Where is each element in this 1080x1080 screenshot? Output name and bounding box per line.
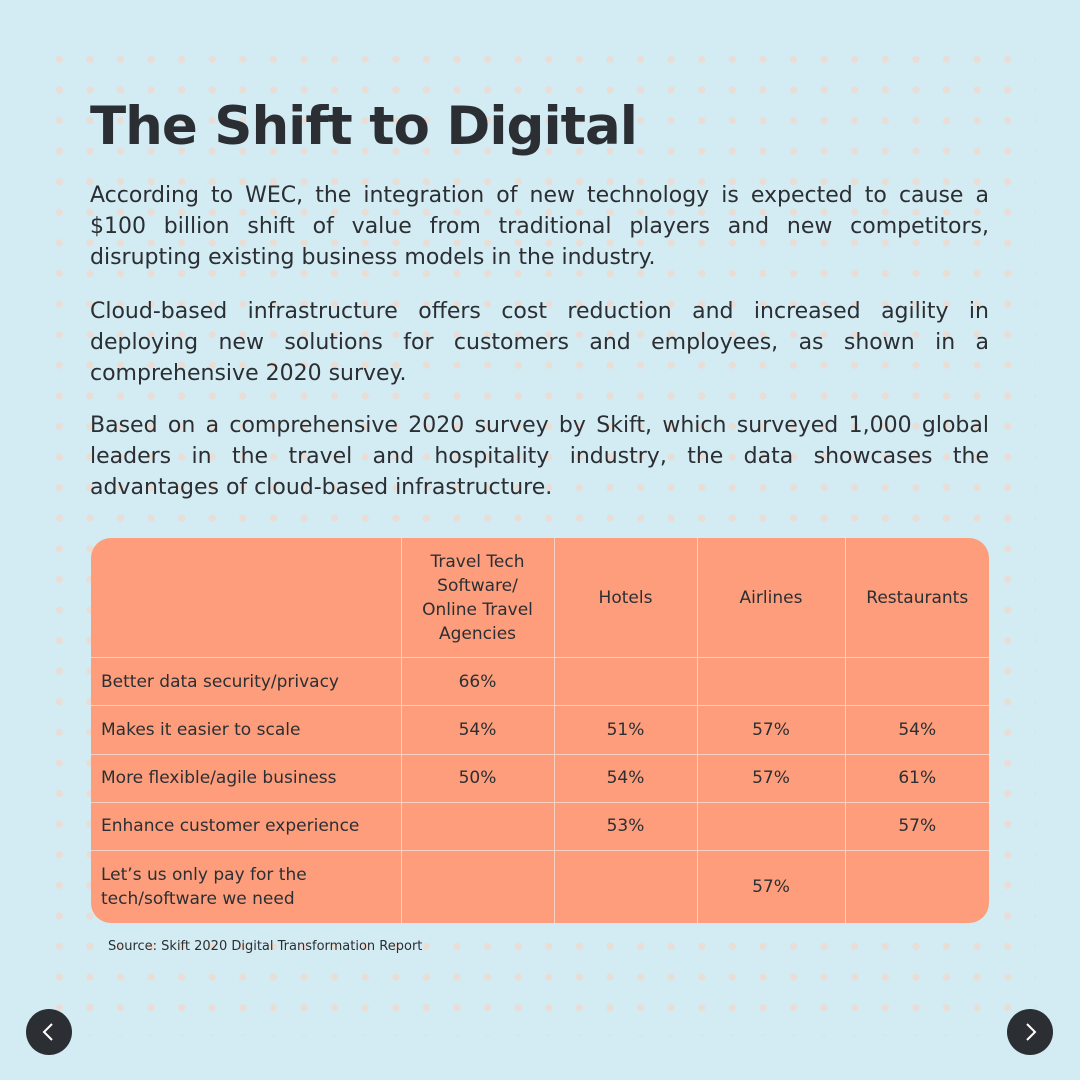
table-row: Better data security/privacy 66%: [91, 657, 989, 707]
table-cell: 57%: [696, 753, 846, 803]
row-label: Better data security/privacy: [91, 657, 402, 707]
survey-table: Travel Tech Software/ Online Travel Agen…: [91, 538, 989, 923]
table-cell: 53%: [553, 801, 698, 852]
paragraph-skift-survey: Based on a comprehensive 2020 survey by …: [90, 413, 989, 500]
paragraph-wec-shift: According to WEC, the integration of new…: [90, 183, 989, 270]
row-label: Makes it easier to scale: [91, 705, 402, 755]
source-caption: Source: Skift 2020 Digital Transformatio…: [108, 939, 423, 954]
table-cell: 57%: [696, 850, 846, 923]
table-cell: 54%: [553, 753, 698, 803]
chevron-left-icon: [42, 1023, 53, 1041]
row-label: Let’s us only pay for the tech/software …: [91, 850, 402, 923]
column-header-empty: [91, 538, 402, 659]
table-cell: 57%: [844, 801, 989, 852]
table-cell: 57%: [696, 705, 846, 755]
chevron-right-icon: [1026, 1023, 1037, 1041]
table-cell: 51%: [553, 705, 698, 755]
table-cell: [400, 850, 555, 923]
next-button[interactable]: [1007, 1009, 1053, 1055]
paragraph-cloud-infrastructure: Cloud-based infrastructure offers cost r…: [90, 299, 989, 386]
table-row: Makes it easier to scale 54% 51% 57% 54%: [91, 705, 989, 755]
table-cell: [400, 801, 555, 852]
previous-button[interactable]: [26, 1009, 72, 1055]
table-cell: [696, 657, 846, 707]
row-label: Enhance customer experience: [91, 801, 402, 852]
table-cell: 61%: [844, 753, 989, 803]
table-cell: [696, 801, 846, 852]
table-row: More flexible/agile business 50% 54% 57%…: [91, 753, 989, 803]
row-label: More flexible/agile business: [91, 753, 402, 803]
column-header-restaurants: Restaurants: [844, 538, 989, 659]
column-header-travel-tech: Travel Tech Software/ Online Travel Agen…: [400, 538, 555, 659]
page-title: The Shift to Digital: [90, 96, 638, 157]
column-header-airlines: Airlines: [696, 538, 846, 659]
table-cell: 66%: [400, 657, 555, 707]
survey-table-container: Travel Tech Software/ Online Travel Agen…: [91, 538, 989, 923]
table-cell: [844, 850, 989, 923]
table-cell: 54%: [844, 705, 989, 755]
column-header-hotels: Hotels: [553, 538, 698, 659]
table-cell: [553, 850, 698, 923]
table-cell: 50%: [400, 753, 555, 803]
table-cell: [553, 657, 698, 707]
table-row: Let’s us only pay for the tech/software …: [91, 850, 989, 923]
table-header-row: Travel Tech Software/ Online Travel Agen…: [91, 538, 989, 659]
table-cell: 54%: [400, 705, 555, 755]
table-row: Enhance customer experience 53% 57%: [91, 801, 989, 852]
table-cell: [844, 657, 989, 707]
